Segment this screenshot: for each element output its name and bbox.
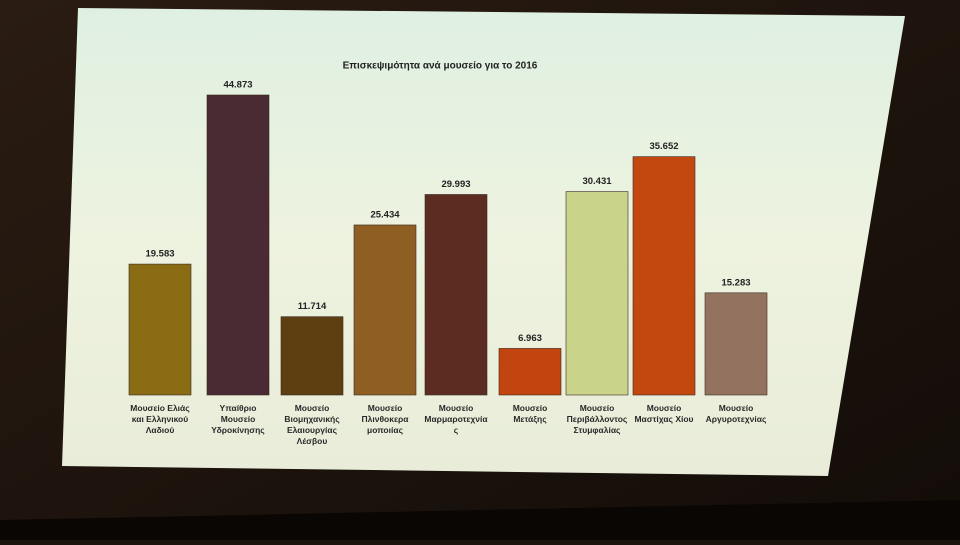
bar — [424, 194, 488, 396]
value-label: 15.283 — [721, 277, 750, 288]
x-tick-label: Μουσείο Βιομηχανικής Ελαιουργίας Λέσβου — [284, 403, 340, 446]
chart-title: Επισκεψιμότητα ανά μουσείο για το 2016 — [343, 61, 538, 72]
x-label-box: Μουσείο Ελιάς και Ελληνικού Λαδιού — [130, 403, 190, 435]
x-tick-label: Μουσείο Μαρμαροτεχνίας — [424, 403, 488, 435]
bar — [704, 292, 768, 396]
x-tick-label: Μουσείο Ελιάς και Ελληνικού Λαδιού — [130, 403, 190, 435]
bar — [498, 348, 562, 396]
value-label: 29.993 — [441, 179, 470, 190]
bar — [206, 94, 270, 396]
x-tick-label: Υπαίθριο Μουσείο Υδροκίνησης — [211, 403, 265, 435]
x-tick-label: Μουσείο Μετάξης — [512, 403, 548, 424]
screen-border — [0, 500, 960, 540]
value-label: 30.431 — [582, 176, 612, 187]
value-label: 44.873 — [223, 80, 252, 91]
x-label-box: Μουσείο Περιβάλλοντος Στυμφαλίας — [566, 403, 628, 435]
bar — [565, 191, 629, 396]
value-label: 35.652 — [649, 141, 678, 152]
x-label-box: Μουσείο Πλινθοκεραμοποιίας — [361, 403, 409, 435]
value-label: 25.434 — [370, 209, 400, 220]
x-tick-label: Μουσείο Αργυροτεχνίας — [705, 403, 767, 424]
x-tick-label: Μουσείο Πλινθοκεραμοποιίας — [361, 403, 409, 435]
value-label: 19.583 — [145, 249, 174, 260]
x-label-box: Μουσείο Μαρμαροτεχνίας — [424, 403, 488, 435]
x-label-box: Μουσείο Μετάξης — [512, 403, 548, 424]
x-label-box: Μουσείο Βιομηχανικής Ελαιουργίας Λέσβου — [284, 403, 340, 446]
x-tick-label: Μουσείο Περιβάλλοντος Στυμφαλίας — [566, 403, 628, 435]
value-label: 6.963 — [518, 333, 542, 344]
bar — [632, 156, 696, 396]
bar — [128, 263, 192, 396]
bar — [280, 316, 344, 396]
bar — [353, 224, 417, 396]
x-tick-label: Μουσείο Μαστίχας Χίου — [634, 403, 694, 424]
x-label-box: Μουσείο Μαστίχας Χίου — [634, 403, 694, 424]
value-label: 11.714 — [298, 301, 327, 312]
x-label-box: Υπαίθριο Μουσείο Υδροκίνησης — [211, 403, 265, 435]
x-label-box: Μουσείο Αργυροτεχνίας — [705, 403, 767, 424]
